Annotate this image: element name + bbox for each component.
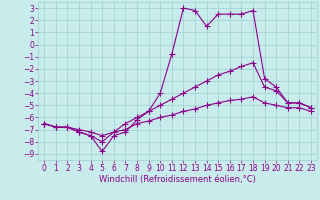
X-axis label: Windchill (Refroidissement éolien,°C): Windchill (Refroidissement éolien,°C) — [99, 175, 256, 184]
